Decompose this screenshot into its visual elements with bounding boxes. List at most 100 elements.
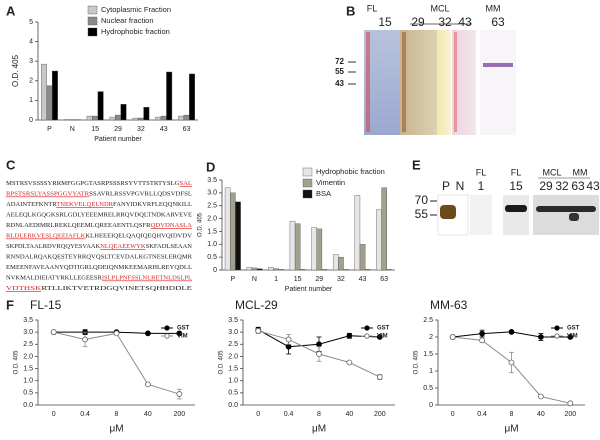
x-tick-label: 1 [274,276,278,283]
point [316,341,322,348]
sequence-line: RDNLAEDIMRLREKLQEEMLQREEAENTLQSFR QDVDNAS… [6,222,192,229]
bar [300,269,306,271]
y-axis-label: O.D. 405 [14,350,20,375]
x-tick-label: 200 [173,411,185,418]
y-tick-label: 3.0 [207,190,217,197]
y-tick-label: 0 [213,267,217,274]
bar [235,201,241,271]
bar [46,85,53,121]
group-label: FL [511,167,522,177]
legend-swatch [302,178,313,188]
legend-label: VIM [567,334,578,340]
bar [97,91,104,121]
legend-marker [364,333,370,339]
legend-label: Cytoplasmic Fraction [101,5,171,14]
lane-label: 1 [478,179,485,193]
panel-label: B [346,3,355,18]
y-tick-label: 2.5 [23,341,33,348]
y-tick-label: 0 [429,402,433,409]
x-tick-label: 29 [315,276,323,283]
bar [316,228,323,271]
y-tick-label: 1.5 [23,365,33,372]
point [479,337,486,344]
point [50,329,57,336]
bar [189,73,195,121]
point [285,336,292,343]
y-tick-label: 2 [429,334,433,341]
legend-swatch [302,167,313,177]
y-axis-label: O.D. 405 [198,212,204,237]
y-tick-label: 0.0 [228,402,238,409]
legend-marker [554,333,560,339]
panel-label: C [6,157,16,172]
y-tick-label: 3.5 [207,177,217,184]
chart-title: MM-63 [430,298,468,312]
y-tick-label: 2.0 [228,353,238,360]
x-tick-label: 40 [144,411,152,418]
point [285,343,292,350]
x-tick-label: P [230,276,235,283]
legend-label: Hydrophobic fraction [101,27,170,36]
bar [230,192,236,271]
legend-swatch [87,5,98,15]
y-tick-label: 1.5 [207,228,217,235]
legend-label: VIM [177,334,188,340]
legend-swatch [87,27,98,37]
point [82,336,88,343]
point [144,381,151,388]
legend-label: VIM [377,334,388,340]
group-label: FL [367,3,378,13]
bar [51,70,58,121]
x-tick-label: 15 [294,276,302,283]
sequence: RTLLIKTVETRDGQVINETSQHHDDLE [41,285,192,292]
bar [178,115,185,121]
bar [256,268,263,271]
y-tick-label: 0.5 [228,390,238,397]
point [316,351,322,357]
sequence-line: NVKMALDIEIATYRKLLEGEESRISLPLPNFSSLNLRETN… [6,275,192,282]
x-tick-label: 29 [114,126,122,133]
peptide: VDTHSK [6,285,42,292]
bar [109,116,116,121]
y-tick-label: 0 [29,117,33,124]
x-tick-label: 200 [564,411,576,418]
lane-label: 29 [539,179,553,193]
legend-marker [164,325,170,331]
y-tick-label: 0.5 [423,385,433,392]
x-tick-label: 8 [115,411,119,418]
x-tick-label: 200 [374,411,386,418]
legend-marker [364,325,370,331]
bar [155,116,162,121]
bar [381,187,387,271]
sequence: EMEENFAVEAANYQDTIGRLQDEIQNMKEEMARHLREYQD… [6,264,192,271]
point [538,334,544,340]
bar [354,195,361,271]
bar [273,268,279,271]
sequence-line: VDTHSK RTLLIKTVETRDGQVINETSQHHDDLE [6,285,192,292]
y-tick-label: 2.5 [423,317,433,324]
x-tick-label: 63 [380,276,388,283]
sequence: SKPDLTAALRDVRQQYESVAAK [6,243,101,250]
y-tick-label: 1.0 [207,241,217,248]
bar [246,267,253,271]
panel-label: A [6,3,16,18]
legend-label: Vimentin [316,178,345,187]
legend-label: BSA [316,189,331,198]
bar [321,269,328,271]
bar [251,267,258,271]
marker-label: 55 [335,67,344,76]
y-tick-label: 1.5 [423,351,433,358]
y-axis-label: O.D. 405 [219,350,225,375]
blot-b [348,23,516,135]
y-tick-label: 2.5 [207,203,217,210]
y-tick-label: 1 [429,368,433,375]
point [508,359,515,366]
y-tick-label: 4 [29,38,33,45]
bar [268,267,274,271]
sequence: AELEQLKGQGKSRLGDLYEEEMRELRRQVDQLTNDKARVE… [6,212,192,219]
bar [132,117,139,121]
lane-label: 32 [438,15,452,29]
point [176,391,183,397]
y-tick-label: 0.5 [207,254,217,261]
